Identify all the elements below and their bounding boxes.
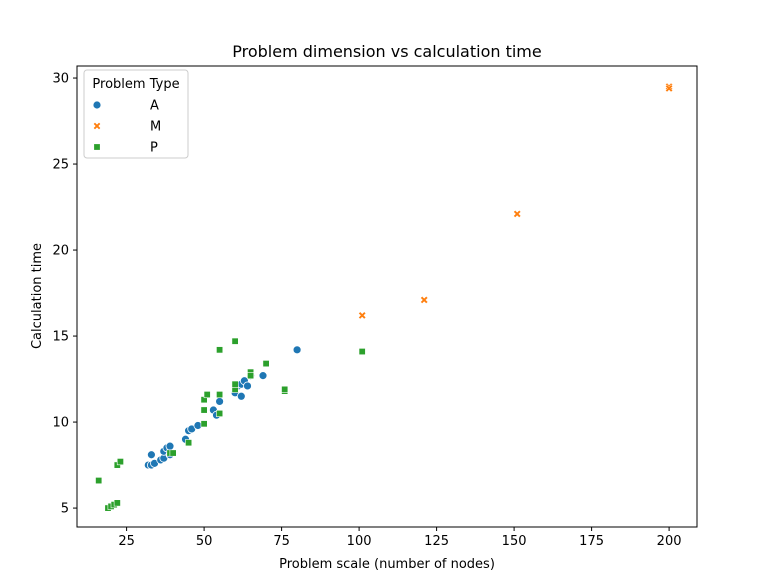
point-series-m bbox=[665, 84, 674, 93]
legend-items: AMP bbox=[92, 99, 161, 156]
y-tick-label: 20 bbox=[52, 244, 69, 259]
point-series-p bbox=[281, 385, 289, 393]
point-series-p bbox=[216, 346, 224, 354]
legend-box bbox=[83, 69, 189, 159]
point-series-a bbox=[215, 397, 225, 406]
legend: Problem Type AMP bbox=[83, 69, 189, 159]
point-series-p bbox=[200, 406, 208, 414]
point-series-p bbox=[169, 449, 177, 457]
point-series-a bbox=[165, 441, 175, 451]
y-axis-label: Calculation time bbox=[30, 243, 45, 349]
legend-title: Problem Type bbox=[92, 77, 179, 92]
y-tick-label: 10 bbox=[52, 416, 69, 431]
point-series-p bbox=[231, 380, 239, 388]
point-series-a bbox=[258, 371, 268, 381]
legend-marker-m bbox=[93, 122, 101, 130]
y-tick-label: 15 bbox=[52, 330, 69, 345]
point-series-m bbox=[358, 311, 367, 320]
x-tick-label: 100 bbox=[347, 534, 372, 549]
y-tick-label: 25 bbox=[52, 158, 69, 173]
point-series-p bbox=[358, 348, 366, 356]
point-series-a bbox=[146, 450, 156, 460]
y-tick-label: 5 bbox=[61, 502, 69, 517]
point-series-p bbox=[262, 360, 270, 368]
point-series-a bbox=[292, 345, 302, 355]
legend-label-p: P bbox=[150, 141, 158, 156]
point-series-p bbox=[231, 337, 239, 345]
legend-label-a: A bbox=[150, 99, 159, 114]
point-series-p bbox=[95, 477, 103, 485]
x-tick-label: 50 bbox=[196, 534, 213, 549]
legend-label-m: M bbox=[150, 120, 161, 135]
x-tick-label: 125 bbox=[424, 534, 449, 549]
point-series-m bbox=[420, 295, 429, 304]
x-tick-label: 25 bbox=[118, 534, 135, 549]
point-series-p bbox=[116, 458, 124, 466]
point-series-p bbox=[185, 439, 193, 447]
point-series-p bbox=[247, 372, 255, 380]
plot-frame bbox=[76, 65, 698, 528]
series-m bbox=[358, 82, 674, 320]
x-tick-label: 200 bbox=[657, 534, 682, 549]
x-tick-label: 150 bbox=[502, 534, 527, 549]
point-series-p bbox=[200, 420, 208, 428]
point-series-p bbox=[216, 409, 224, 417]
legend-marker-a bbox=[92, 100, 102, 110]
point-series-p bbox=[113, 499, 121, 507]
point-series-p bbox=[216, 391, 224, 399]
data-points bbox=[95, 82, 674, 512]
x-axis-label: Problem scale (number of nodes) bbox=[279, 557, 495, 572]
x-tick-label: 175 bbox=[579, 534, 604, 549]
point-series-m bbox=[513, 209, 522, 218]
y-tick-label: 30 bbox=[52, 72, 69, 87]
legend-marker-p bbox=[93, 143, 101, 151]
point-series-a bbox=[236, 391, 246, 401]
plot-area bbox=[76, 65, 698, 528]
point-series-p bbox=[203, 391, 211, 399]
chart-title: Problem dimension vs calculation time bbox=[232, 42, 541, 61]
point-series-a bbox=[243, 381, 252, 391]
x-tick-label: 75 bbox=[273, 534, 290, 549]
x-axis: 25 50 75 100 125 150 175 200 bbox=[118, 527, 682, 549]
series-p bbox=[95, 337, 366, 512]
y-axis: 5 10 15 20 25 30 bbox=[52, 72, 77, 517]
